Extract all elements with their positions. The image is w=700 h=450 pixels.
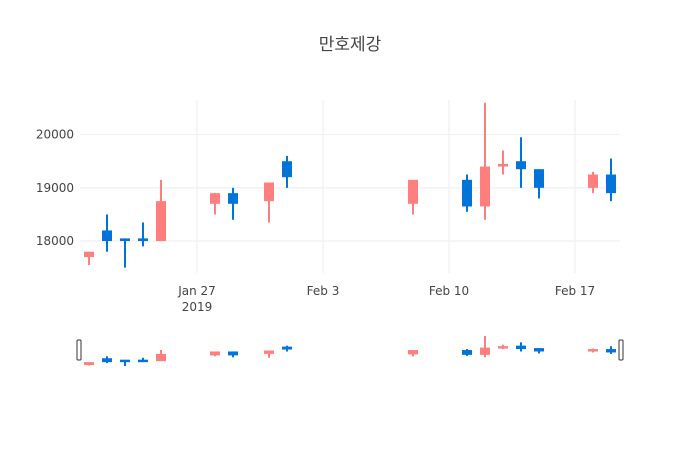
candle[interactable] [210,193,220,215]
candle-body [480,166,490,207]
slider-candle-body [210,351,220,356]
slider-candle-body [606,349,616,353]
slider-candle-body [138,359,148,363]
candle-body [102,230,112,242]
x-tick-label: Feb 10 [429,284,469,298]
slider-candle [534,348,544,354]
candle[interactable] [462,174,472,212]
candle[interactable] [534,169,544,199]
slider-candle-body [120,359,130,363]
x-tick-label: Feb 3 [307,284,340,298]
candle[interactable] [84,251,94,266]
x-tick-label: Jan 27 [177,284,216,298]
candle-body [210,193,220,204]
candle[interactable] [516,137,526,188]
slider-candle [516,342,526,352]
grid-layer [80,100,620,273]
slider-candle [120,359,130,366]
slider-candle-body [462,350,472,355]
y-tick-label: 19000 [36,181,74,195]
slider-candle-body [480,347,490,355]
candle[interactable] [606,158,616,202]
slider-candle [588,348,598,353]
candle-body [120,238,130,242]
slider-candle [84,362,94,366]
candle-body [498,163,508,167]
slider-candle [228,351,238,358]
slider-candle-body [264,350,274,354]
candle[interactable] [264,182,274,223]
candle-body [462,179,472,207]
x-tick-label: Feb 17 [555,284,595,298]
slider-candle [210,351,220,357]
candle[interactable] [408,179,418,215]
candle-layer[interactable] [84,102,616,268]
slider-candle-body [408,350,418,355]
slider-candle [480,336,490,358]
slider-candle-body [228,351,238,356]
slider-candle-body [84,362,94,366]
candle-body [516,161,526,170]
candle[interactable] [498,150,508,175]
slider-candle [264,350,274,358]
slider-candle-body [588,349,598,352]
candle[interactable] [102,214,112,252]
candle-body [156,201,166,242]
candle[interactable] [282,155,292,188]
slider-candle-body [282,346,292,350]
slider-candle [282,345,292,352]
y-tick-label: 18000 [36,234,74,248]
candle[interactable] [120,238,130,268]
slider-candle [138,357,148,363]
y-tick-label: 20000 [36,128,74,142]
slider-candle-body [156,353,166,362]
x-tick-sublabel: 2019 [182,300,213,314]
candle[interactable] [156,179,166,242]
slider-candle-body [498,346,508,349]
candle-body [84,251,94,258]
slider-candle [102,356,112,364]
slider-candle-body [102,358,112,363]
range-slider[interactable] [76,336,624,366]
candle-body [138,238,148,242]
range-slider-left-handle[interactable] [76,339,82,361]
candle-body [408,179,418,204]
candle[interactable] [480,102,490,220]
chart-title: 만호제강 [318,35,382,55]
candle-body [264,182,274,202]
candle-body [282,161,292,178]
slider-candle [408,350,418,357]
candle-body [228,193,238,204]
candle-body [606,174,616,194]
range-slider-right-handle[interactable] [618,339,624,361]
axis-layer: 18000 19000 20000 Jan 27 2019 Feb 3 Feb 10 Feb … [36,128,595,314]
slider-candle [156,350,166,362]
slider-candle-body [516,345,526,350]
candle-body [534,169,544,188]
candle[interactable] [138,222,148,247]
candle-body [588,174,598,188]
candle[interactable] [228,187,238,220]
slider-candle-body [534,348,544,352]
slider-candle [606,346,616,354]
slider-candle [462,349,472,356]
candle[interactable] [588,171,598,194]
slider-candle [498,344,508,350]
